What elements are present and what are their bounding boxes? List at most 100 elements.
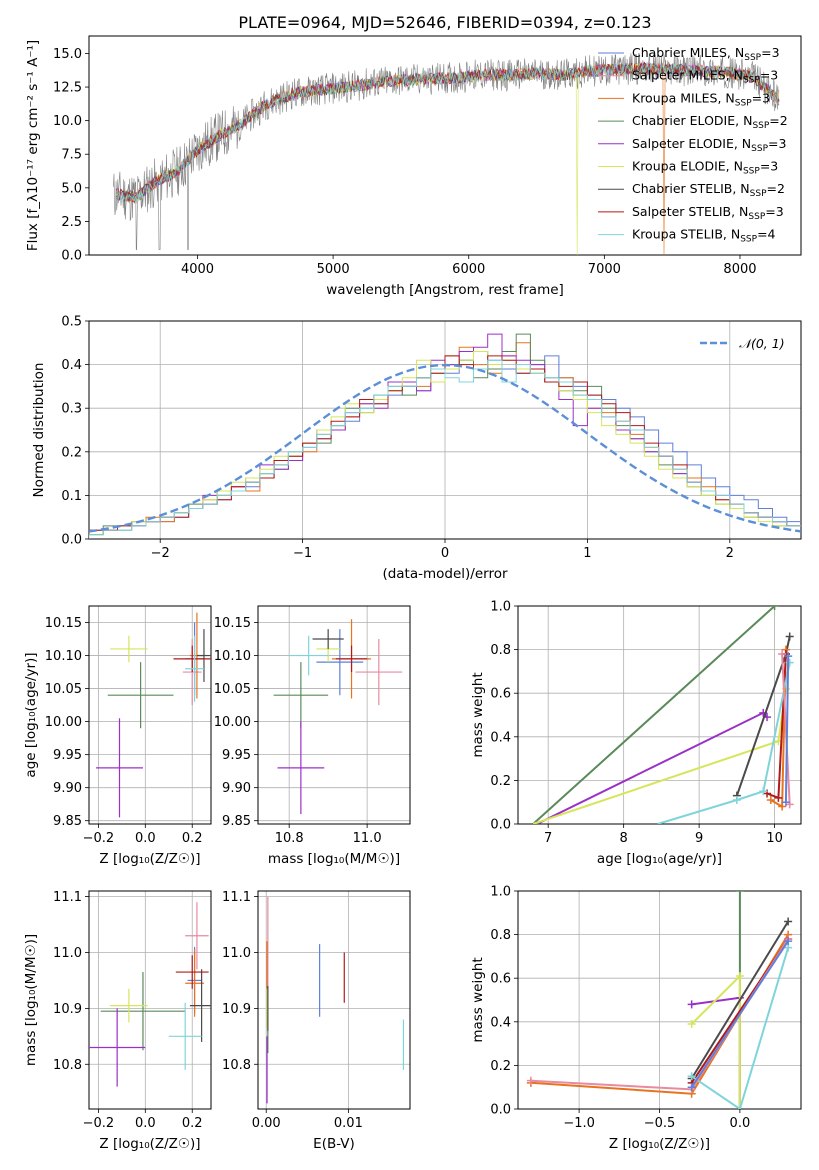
weight-marker bbox=[778, 649, 787, 658]
y-tick-label: 10.9 bbox=[222, 1002, 251, 1017]
error-bar-point bbox=[110, 635, 148, 663]
panel-age-vs-Z: −0.2 0.0 0.2 9.85 9.90 9.95 10.00 10.05 10.10 10.… bbox=[23, 605, 212, 867]
x-tick-label: 10 bbox=[766, 831, 783, 846]
weight-marker bbox=[766, 796, 775, 805]
y-tick-label: 0.1 bbox=[61, 489, 82, 504]
weight-lines bbox=[532, 606, 794, 824]
y-tick-label: 0.6 bbox=[490, 972, 511, 987]
weight-line bbox=[781, 653, 791, 805]
plot-frame bbox=[88, 320, 802, 540]
y-tick-label: 10.05 bbox=[45, 682, 82, 697]
error-bars bbox=[89, 902, 211, 1087]
legend-entry-base: Chabrier MILES, N bbox=[632, 45, 744, 60]
y-tick-label: 9.85 bbox=[53, 814, 82, 829]
x-tick-label: 0.2 bbox=[182, 831, 203, 846]
y-tick-label: 0.2 bbox=[61, 445, 82, 460]
legend-entry: Salpeter ELODIE, NSSP=3 bbox=[632, 136, 786, 154]
error-bar-point bbox=[273, 662, 329, 729]
error-bars bbox=[266, 896, 405, 1104]
error-bar-point bbox=[189, 969, 211, 1042]
error-bar-point bbox=[316, 629, 364, 696]
legend-entry-tail: =3 bbox=[768, 136, 786, 151]
weight-line bbox=[784, 656, 790, 803]
x-axis-label: wavelength [Angstrom, rest frame] bbox=[326, 282, 564, 298]
gaussian-curve bbox=[89, 363, 801, 533]
y-tick-label: 10.10 bbox=[214, 649, 251, 664]
y-tick-label: 0.5 bbox=[61, 315, 82, 330]
error-bar-point bbox=[185, 902, 209, 970]
histogram-step bbox=[89, 355, 801, 539]
y-tick-label: 11.1 bbox=[53, 890, 82, 905]
weight-marker bbox=[735, 972, 744, 981]
legend-entry-sub: SSP bbox=[740, 235, 757, 245]
model-spectrum-line bbox=[115, 62, 780, 202]
panel-mass-weight-vs-age: 7 8 9 10 0.0 0.2 0.4 0.6 0.8 1.0 age [log₁₀(age/yr… bbox=[470, 600, 802, 867]
legend-entry-sub: SSP bbox=[750, 189, 767, 199]
legend-entry: Kroupa STELIB, NSSP=4 bbox=[632, 227, 776, 245]
weight-marker bbox=[784, 937, 793, 946]
y-tick-label: 0.2 bbox=[490, 1059, 511, 1074]
x-tick-label: 0.0 bbox=[730, 1116, 751, 1131]
x-tick-label: −2 bbox=[151, 546, 170, 561]
y-tick-label: 7.5 bbox=[61, 148, 82, 163]
plot-frame bbox=[517, 890, 802, 1110]
weight-line bbox=[532, 606, 776, 824]
y-tick-label: 0.2 bbox=[490, 774, 511, 789]
x-tick-label: 11.0 bbox=[353, 831, 382, 846]
x-tick-label: 10.8 bbox=[275, 831, 304, 846]
legend-entry-sub: SSP bbox=[751, 144, 768, 154]
spectrum-lines bbox=[113, 53, 780, 255]
legend-entry-base: Salpeter ELODIE, N bbox=[632, 136, 751, 151]
y-tick-label: 0.6 bbox=[490, 687, 511, 702]
x-axis-label: mass [log₁₀(M/M☉)] bbox=[268, 851, 400, 867]
legend-entry-sub: SSP bbox=[744, 53, 761, 63]
legend-entry-tail: =3 bbox=[752, 90, 770, 105]
weight-line bbox=[690, 920, 789, 1080]
y-tick-label: 0.0 bbox=[61, 533, 82, 548]
weight-line bbox=[691, 947, 790, 1109]
error-bar-point bbox=[110, 988, 148, 1023]
error-bars bbox=[273, 619, 403, 815]
error-bar-point bbox=[277, 721, 325, 815]
y-tick-label: 9.90 bbox=[53, 781, 82, 796]
y-tick-label: 0.0 bbox=[490, 1103, 511, 1118]
weight-line bbox=[657, 662, 791, 824]
x-tick-label: 9 bbox=[695, 831, 703, 846]
panel-mass-weight-vs-Z: −1.0 −0.5 0.0 0.0 0.2 0.4 0.6 0.8 1.0 Z [log₁₀(Z/… bbox=[470, 885, 802, 1152]
weight-marker bbox=[735, 891, 744, 895]
legend-entry-sub: SSP bbox=[743, 76, 760, 86]
y-tick-label: 0.4 bbox=[490, 1015, 511, 1030]
error-bars bbox=[96, 612, 211, 818]
legend-entry-base: Chabrier STELIB, N bbox=[632, 181, 750, 196]
x-tick-label: 6000 bbox=[452, 262, 485, 277]
legend-entry: Kroupa MILES, NSSP=3 bbox=[632, 90, 770, 108]
y-tick-label: 0.8 bbox=[490, 643, 511, 658]
error-bar-point bbox=[96, 718, 143, 818]
x-tick-label: 2 bbox=[726, 546, 734, 561]
y-tick-label: 0.4 bbox=[490, 730, 511, 745]
panel-spectrum: 4000 5000 6000 7000 8000 0.0 2.5 5.0 7.5 10.0 12.5… bbox=[25, 13, 802, 298]
legend-entry-base: Salpeter MILES, N bbox=[632, 68, 743, 83]
y-tick-label: 10.15 bbox=[214, 616, 251, 631]
y-tick-label: 11.0 bbox=[222, 946, 251, 961]
weight-marker bbox=[784, 652, 793, 661]
y-tick-label: 10.9 bbox=[53, 1002, 82, 1017]
legend-entry: Salpeter STELIB, NSSP=3 bbox=[632, 204, 784, 222]
x-axis-label: (data-model)/error bbox=[382, 566, 508, 582]
weight-marker bbox=[774, 793, 783, 802]
panel-mass-vs-Z: −0.2 0.0 0.2 10.8 10.9 11.0 11.1 Z [log₁₀(Z/Z☉)… bbox=[23, 890, 212, 1152]
legend-entry-base: Kroupa MILES, N bbox=[632, 90, 735, 105]
error-bar-point bbox=[355, 639, 403, 706]
x-tick-label: 4000 bbox=[181, 262, 214, 277]
x-tick-label: 7000 bbox=[588, 262, 621, 277]
legend-entry: Salpeter MILES, NSSP=3 bbox=[632, 68, 778, 86]
y-axis-label: mass weight bbox=[470, 672, 486, 757]
legend-entry-sub: SSP bbox=[743, 167, 760, 177]
legend-entry-base: Salpeter STELIB, N bbox=[632, 204, 748, 219]
y-tick-label: 10.8 bbox=[222, 1058, 251, 1073]
y-axis-label: Normed distribution bbox=[31, 363, 47, 498]
y-tick-label: 0.0 bbox=[61, 249, 82, 264]
y-tick-label: 1.0 bbox=[490, 600, 511, 615]
error-bar-point bbox=[168, 1002, 202, 1070]
